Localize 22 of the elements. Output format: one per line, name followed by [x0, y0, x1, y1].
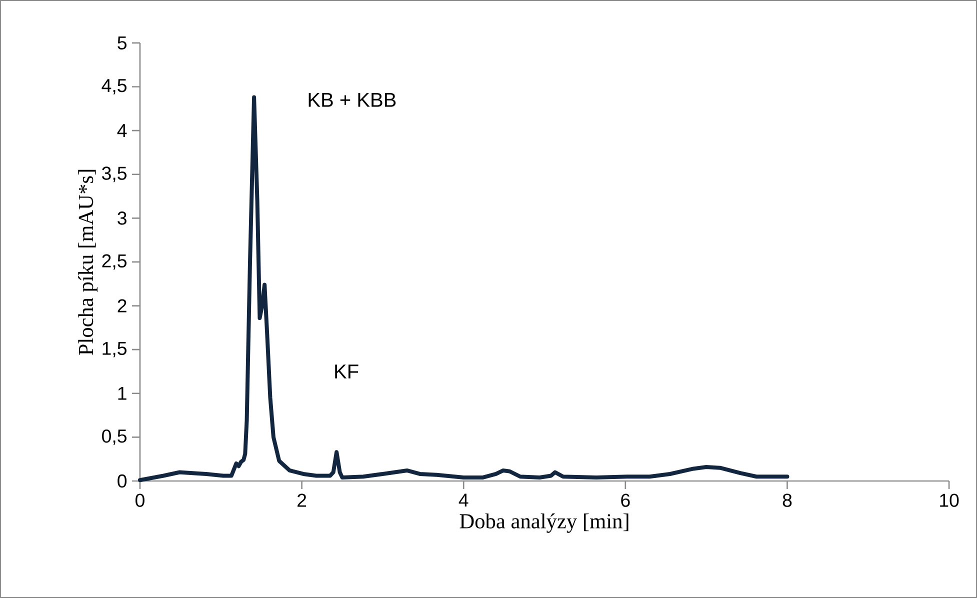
y-tick-label: 3 [118, 212, 126, 225]
y-tick-label: 0,5 [102, 429, 126, 445]
y-tick-label: 5 [118, 36, 126, 50]
x-tick-label: 8 [782, 494, 792, 507]
y-tick-label: 1,5 [102, 342, 126, 358]
y-axis-title: Plocha píku [mAU*s] [78, 170, 98, 356]
annotation: KF [335, 364, 358, 378]
annotation: KB + KBB [308, 93, 396, 107]
y-tick-label: 3,5 [102, 166, 126, 182]
y-tick-label: 2 [118, 299, 126, 312]
y-tick-label: 2,5 [102, 254, 126, 270]
y-tick-label: 4,5 [102, 79, 126, 94]
y-tick-label: 1 [118, 386, 126, 400]
x-tick-label: 4 [458, 494, 468, 507]
x-tick-label: 10 [940, 494, 959, 507]
line-series [138, 95, 790, 482]
x-tick-label: 2 [298, 494, 306, 507]
x-tick-label: 6 [621, 494, 630, 507]
y-tick-label: 0 [118, 474, 127, 488]
x-tick-label: 0 [136, 494, 144, 507]
y-tick-label: 4 [117, 124, 127, 137]
x-axis-title: Doba analýzy [min] [460, 513, 628, 533]
